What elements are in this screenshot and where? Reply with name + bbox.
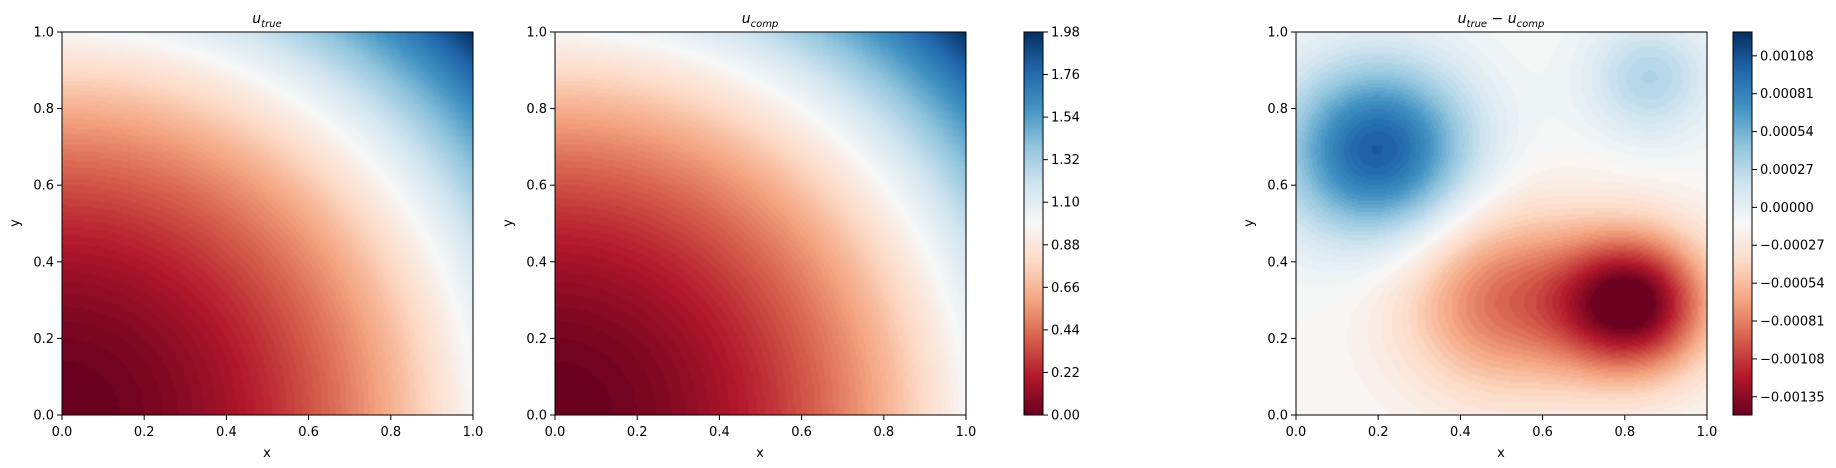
panel-title-u-comp: ucomp <box>742 11 779 30</box>
x-tick-label: 0.8 <box>873 425 894 440</box>
title-sub-1: true <box>1467 19 1488 30</box>
y-tick-label: 0.6 <box>1267 179 1288 194</box>
colorbar-tick-label: 1.10 <box>1051 196 1080 211</box>
colorbar-tick-label: 0.00000 <box>1760 201 1814 216</box>
xlabel-u-diff: x <box>1497 446 1505 461</box>
title-main-1: u <box>1458 11 1467 27</box>
colorbar-tick-label: 0.88 <box>1051 238 1080 253</box>
colorbar-tick-label: −0.00027 <box>1760 239 1825 254</box>
x-tick-label: 0.4 <box>216 425 237 440</box>
y-tick-label: 0.6 <box>526 179 547 194</box>
colorbar-tick-label: 0.00054 <box>1760 125 1814 140</box>
panel-u-comp: ucomp 0.0 0.2 0.4 0.6 0.8 1.0 0.0 0.2 0.4 0.6 0.8 1… <box>501 11 976 461</box>
colorbar-tick-label: 1.54 <box>1051 111 1080 126</box>
colorbar-tick-label: −0.00081 <box>1760 315 1825 330</box>
colorbar-u: 0.00 0.22 0.44 0.66 0.88 1.10 1.32 1.54 1.76 1.98 <box>1023 26 1080 424</box>
xlabel-u-true: x <box>263 446 271 461</box>
title-sub: comp <box>751 19 779 30</box>
y-tick-label: 0.0 <box>1267 409 1288 424</box>
x-tick-label: 1.0 <box>463 425 484 440</box>
ylabel-u-diff: y <box>1242 219 1257 227</box>
ylabel-u-comp: y <box>501 219 516 227</box>
panel-title-u-true: utrue <box>252 11 281 30</box>
colorbar-tick-label: −0.00135 <box>1760 390 1825 405</box>
x-tick-label: 0.8 <box>380 425 401 440</box>
x-tick-label: 0.2 <box>627 425 648 440</box>
heatmap-u-true <box>62 32 473 415</box>
x-tick-label: 0.4 <box>1450 425 1471 440</box>
colorbar-diff-ticks: −0.00135 −0.00108 −0.00081 −0.00054 −0.00027… <box>1752 49 1825 405</box>
heatmap-u-comp <box>555 32 966 415</box>
axes-frame-u-true <box>61 31 474 416</box>
colorbar-tick-label: 1.76 <box>1051 68 1080 83</box>
y-tick-label: 0.8 <box>33 102 54 117</box>
title-op: − <box>1487 11 1508 27</box>
panel-u-true: utrue 0.0 0.2 0.4 0.6 0.8 1.0 0.0 0.2 0.4 0.6 0.8 1… <box>8 11 483 461</box>
axes-frame-u-diff <box>1295 31 1708 416</box>
colorbar-u-gradient <box>1023 31 1044 416</box>
y-tick-label: 0.2 <box>526 332 547 347</box>
title-main: u <box>742 11 751 27</box>
y-tick-label: 0.4 <box>1267 255 1288 270</box>
x-tick-label: 0.0 <box>52 425 73 440</box>
x-tick-label: 1.0 <box>1697 425 1718 440</box>
colorbar-tick-label: −0.00054 <box>1760 277 1825 292</box>
colorbar-tick-label: 0.00081 <box>1760 87 1814 102</box>
axes-frame-u-comp <box>554 31 967 416</box>
y-tick-label: 0.8 <box>1267 102 1288 117</box>
colorbar-tick-label: −0.00108 <box>1760 352 1825 367</box>
x-tick-label: 1.0 <box>956 425 977 440</box>
title-sub: true <box>261 19 282 30</box>
y-tick-label: 0.8 <box>526 102 547 117</box>
y-tick-label: 0.0 <box>33 409 54 424</box>
y-tick-label: 0.4 <box>526 255 547 270</box>
ticks-u-true: 0.0 0.2 0.4 0.6 0.8 1.0 0.0 0.2 0.4 0.6 0.8 1.0 <box>33 26 483 441</box>
y-tick-label: 1.0 <box>526 26 547 41</box>
y-tick-label: 0.2 <box>33 332 54 347</box>
colorbar-tick-label: 0.22 <box>1051 366 1080 381</box>
panel-u-diff: utrue − ucomp 0.0 0.2 0.4 0.6 0.8 1.00.00.20.… <box>1242 11 1717 461</box>
ticks-u-comp: 0.0 0.2 0.4 0.6 0.8 1.0 0.0 0.2 0.4 0.6 0.8 1.0 <box>526 26 976 441</box>
heatmap-u-diff <box>1296 32 1707 415</box>
title-main-2: u <box>1508 11 1517 27</box>
x-tick-label: 0.4 <box>709 425 730 440</box>
x-tick-label: 0.6 <box>298 425 319 440</box>
xlabel-u-comp: x <box>756 446 764 461</box>
x-tick-label: 0.2 <box>134 425 155 440</box>
colorbar-tick-label: 0.66 <box>1051 281 1080 296</box>
y-tick-label: 0.6 <box>33 179 54 194</box>
ylabel-u-true: y <box>8 219 23 227</box>
y-tick-label: 0.2 <box>1267 332 1288 347</box>
x-tick-label: 0.6 <box>791 425 812 440</box>
x-tick-label: 0.0 <box>545 425 566 440</box>
title-sub-2: comp <box>1517 19 1545 30</box>
y-tick-label: 1.0 <box>1267 26 1288 41</box>
colorbar-tick-label: 0.00027 <box>1760 163 1814 178</box>
ticks-u-diff: 0.0 0.2 0.4 0.6 0.8 1.0 0.0 0.2 0.4 0.6 0.8 1.0 <box>1267 26 1717 441</box>
colorbar-diff: −0.00135 −0.00108 −0.00081 −0.00054 −0.00027… <box>1732 31 1825 416</box>
y-tick-label: 1.0 <box>33 26 54 41</box>
panel-title-u-diff: utrue − ucomp <box>1458 11 1545 30</box>
colorbar-tick-label: 0.00 <box>1051 409 1080 424</box>
x-tick-label: 0.8 <box>1614 425 1635 440</box>
colorbar-diff-gradient <box>1732 31 1753 416</box>
title-main: u <box>252 11 261 27</box>
colorbar-u-ticks: 0.00 0.22 0.44 0.66 0.88 1.10 1.32 1.54 1.76 1.98 <box>1043 26 1080 424</box>
y-tick-label: 0.0 <box>526 409 547 424</box>
colorbar-tick-label: 1.32 <box>1051 153 1080 168</box>
colorbar-tick-label: 0.44 <box>1051 323 1080 338</box>
x-tick-label: 0.6 <box>1532 425 1553 440</box>
x-tick-label: 0.2 <box>1368 425 1389 440</box>
y-tick-label: 0.4 <box>33 255 54 270</box>
x-tick-label: 0.0 <box>1286 425 1307 440</box>
colorbar-tick-label: 0.00108 <box>1760 49 1814 64</box>
colorbar-tick-label: 1.98 <box>1051 26 1080 41</box>
